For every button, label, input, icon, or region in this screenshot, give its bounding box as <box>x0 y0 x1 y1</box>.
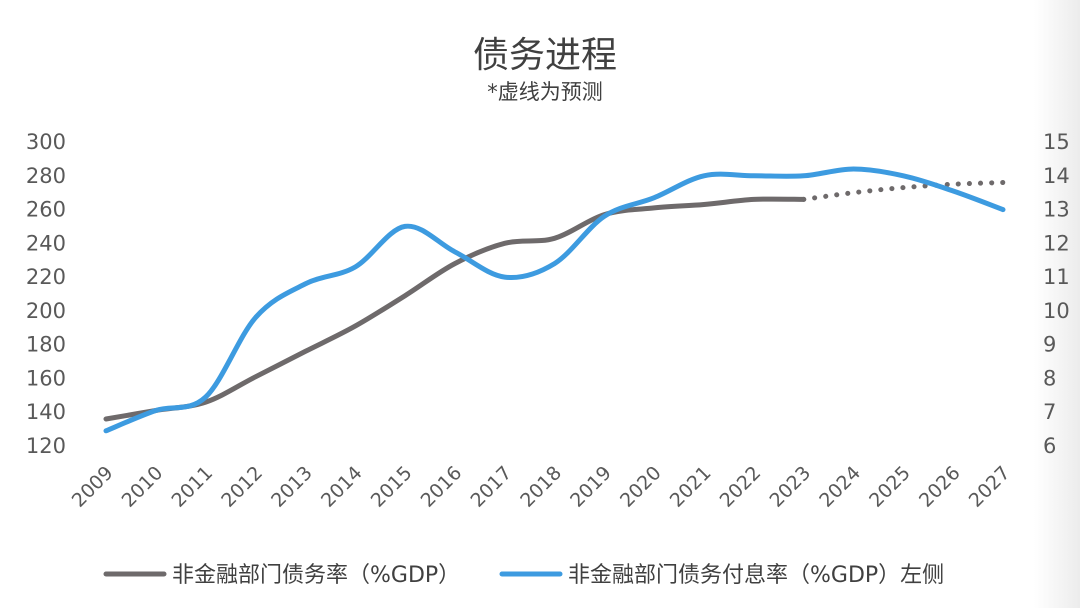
y-right-tick-label: 12 <box>1043 231 1070 255</box>
y-left-tick-label: 140 <box>26 400 66 424</box>
x-tick-label: 2022 <box>716 462 766 512</box>
legend-label-interest-ratio: 非金融部门债务付息率（%GDP）左侧 <box>568 563 944 588</box>
x-tick-label: 2023 <box>765 462 815 512</box>
x-tick-label: 2024 <box>815 462 865 512</box>
chart-subtitle: *虚线为预测 <box>487 80 603 104</box>
x-tick-label: 2009 <box>68 462 118 512</box>
right-edge-shade <box>1034 0 1080 608</box>
x-tick-label: 2016 <box>417 462 467 512</box>
y-left-tick-label: 240 <box>26 231 66 255</box>
x-tick-label: 2020 <box>616 462 666 512</box>
y-right-tick-label: 10 <box>1043 299 1070 323</box>
x-tick-label: 2017 <box>466 462 516 512</box>
x-tick-label: 2019 <box>566 462 616 512</box>
y-left-tick-label: 120 <box>26 434 66 458</box>
x-tick-label: 2014 <box>317 462 367 512</box>
y-right-tick-label: 8 <box>1043 366 1056 390</box>
x-tick-label: 2025 <box>865 462 915 512</box>
y-right-tick-label: 7 <box>1043 400 1056 424</box>
legend-label-debt-ratio: 非金融部门债务率（%GDP） <box>172 563 460 588</box>
y-right-tick-label: 11 <box>1043 265 1070 289</box>
x-tick-label: 2015 <box>367 462 417 512</box>
series-debt-ratio-line <box>103 196 807 422</box>
x-tick-label: 2010 <box>118 462 168 512</box>
x-tick-label: 2026 <box>915 462 965 512</box>
y-right-tick-label: 9 <box>1043 333 1056 357</box>
x-tick-label: 2018 <box>516 462 566 512</box>
x-tick-label: 2021 <box>666 462 716 512</box>
y-right-tick-label: 14 <box>1043 164 1070 188</box>
y-left-tick-label: 280 <box>26 164 66 188</box>
y-right-tick-label: 6 <box>1043 434 1056 458</box>
series-debt-ratio-forecast-line <box>801 180 1006 202</box>
x-tick-label: 2027 <box>965 462 1015 512</box>
y-left-tick-label: 180 <box>26 333 66 357</box>
y-left-tick-label: 260 <box>26 198 66 222</box>
y-left-tick-label: 220 <box>26 265 66 289</box>
y-right-tick-label: 13 <box>1043 198 1070 222</box>
y-right-tick-label: 15 <box>1043 130 1070 154</box>
x-tick-label: 2012 <box>217 462 267 512</box>
y-left-tick-label: 200 <box>26 299 66 323</box>
series-interest-ratio-line <box>103 166 1006 434</box>
chart-title: 债务进程 <box>472 35 617 76</box>
x-tick-label: 2011 <box>167 462 217 512</box>
y-left-tick-label: 300 <box>26 130 66 154</box>
y-left-tick-label: 160 <box>26 366 66 390</box>
x-tick-label: 2013 <box>267 462 317 512</box>
